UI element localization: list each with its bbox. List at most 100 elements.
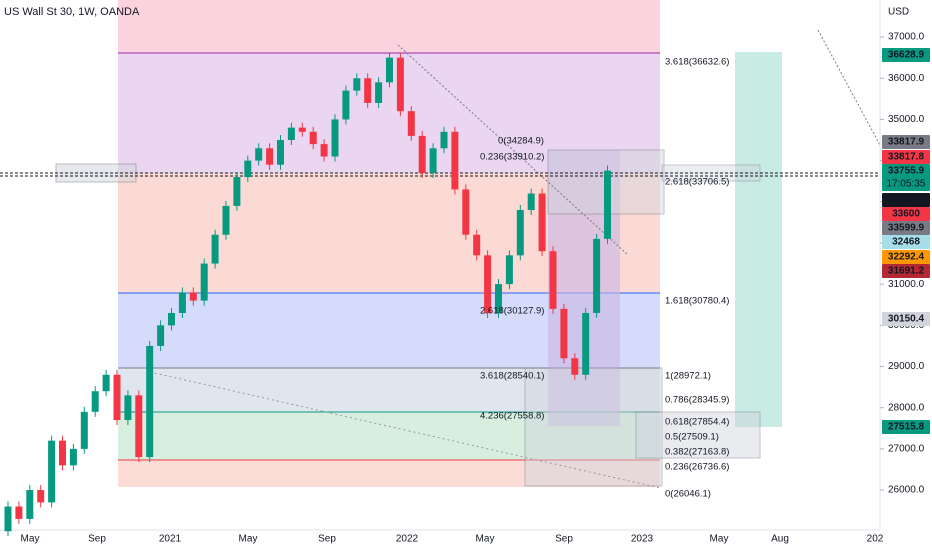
x-tick-label: May [476,534,495,545]
box [635,411,761,459]
candle [124,395,132,421]
trend-line [149,371,661,489]
candle [516,210,524,256]
y-tick-label: 31000.0 [888,279,925,290]
candle [244,160,252,178]
fib-label: 2.618(33706.5) [665,177,729,188]
candle [527,193,535,211]
price-label-bg [882,235,930,249]
y-tick-label: 27000.0 [888,444,925,455]
y-tick-label: 37000.0 [888,32,925,43]
x-tick-label: May [21,534,40,545]
x-tick-label: Sep [318,534,336,545]
fib-label: 0.618(27854.4) [665,417,729,428]
price-label: 33600 [892,209,920,220]
candle [429,148,437,173]
candle [4,506,12,532]
candle [80,411,88,449]
fib-label: 2.618(30127.9) [480,306,544,317]
candle [560,308,568,359]
price-label: 32468 [892,237,920,248]
candle [495,284,502,313]
candle [146,345,154,458]
candle [178,292,186,313]
candle [37,490,45,503]
price-label-bg [882,164,930,191]
y-tick-label: 29000.0 [888,361,925,372]
price-label: 36628.9 [888,50,925,61]
candle [364,78,372,103]
candle [135,395,143,458]
candle [549,251,557,309]
y-tick-label: 35000.0 [888,114,925,125]
x-tick-label: 2022 [396,534,419,545]
candle [59,440,66,466]
y-tick-label: 26000.0 [888,485,925,496]
x-tick-label: Sep [88,534,106,545]
x-tick-label: 2023 [631,534,654,545]
trend-line [817,29,881,146]
candle [157,325,165,346]
candle [298,127,306,132]
fib-label: 0(26046.1) [665,489,711,500]
price-label-bg [882,312,930,326]
price-label: 33817.9 [888,137,925,148]
price-label-bg [882,221,930,235]
x-tick-label: 202 [867,534,884,545]
candle [386,57,393,83]
candle [571,358,579,375]
fib-label: 0.786(28345.9) [665,395,729,406]
candle [375,82,383,103]
candle [484,255,492,313]
candle [91,391,99,412]
x-tick-label: May [239,534,258,545]
candle [353,78,361,91]
fib-label: 0.382(27163.8) [665,447,729,458]
candle [407,111,415,136]
candle [255,148,263,161]
fib-label: 3.618(28540.1) [480,371,544,382]
candle [582,312,590,375]
candle [538,193,546,252]
price-label: 33817.8 [888,152,925,163]
candle [200,263,208,301]
candle [604,170,611,239]
candle [505,255,513,285]
price-label-bg [882,193,930,207]
candle [473,234,481,256]
zone [118,460,660,487]
fib-label: 3.618(36632.6) [665,57,729,68]
candle [309,131,317,145]
price-label: 30150.4 [888,314,925,325]
fib-label: 0(34284.9) [498,136,544,147]
candle [331,119,339,157]
price-label: 31691.2 [888,266,925,277]
candle [102,374,110,392]
box [524,367,663,487]
zone [118,0,660,53]
fib-label: 0.236(33910.2) [480,152,544,163]
price-label-bg [882,250,930,264]
price-label: 33599.9 [888,223,925,234]
price-label: 32292.4 [888,252,925,263]
price-label: 33755.9 [888,166,925,177]
candle [189,292,197,301]
candle [440,131,448,149]
price-label-bg [882,150,930,164]
candle [69,448,77,466]
x-tick-label: Sep [555,534,573,545]
candle [26,490,34,519]
candle [168,312,175,326]
countdown: 17:05:35 [887,179,926,190]
price-label-bg [882,420,930,434]
price-label-bg [882,264,930,278]
fib-label: 0.5(27509.1) [665,432,719,443]
candle [266,148,274,165]
price-label: 33706.3 [888,195,925,206]
position-zone [735,52,782,427]
background-zones [0,0,881,531]
fib-label: 0.236(26736.6) [665,462,729,473]
price-label-bg [882,135,930,149]
price-label-bg [882,48,930,62]
candle [15,506,23,519]
